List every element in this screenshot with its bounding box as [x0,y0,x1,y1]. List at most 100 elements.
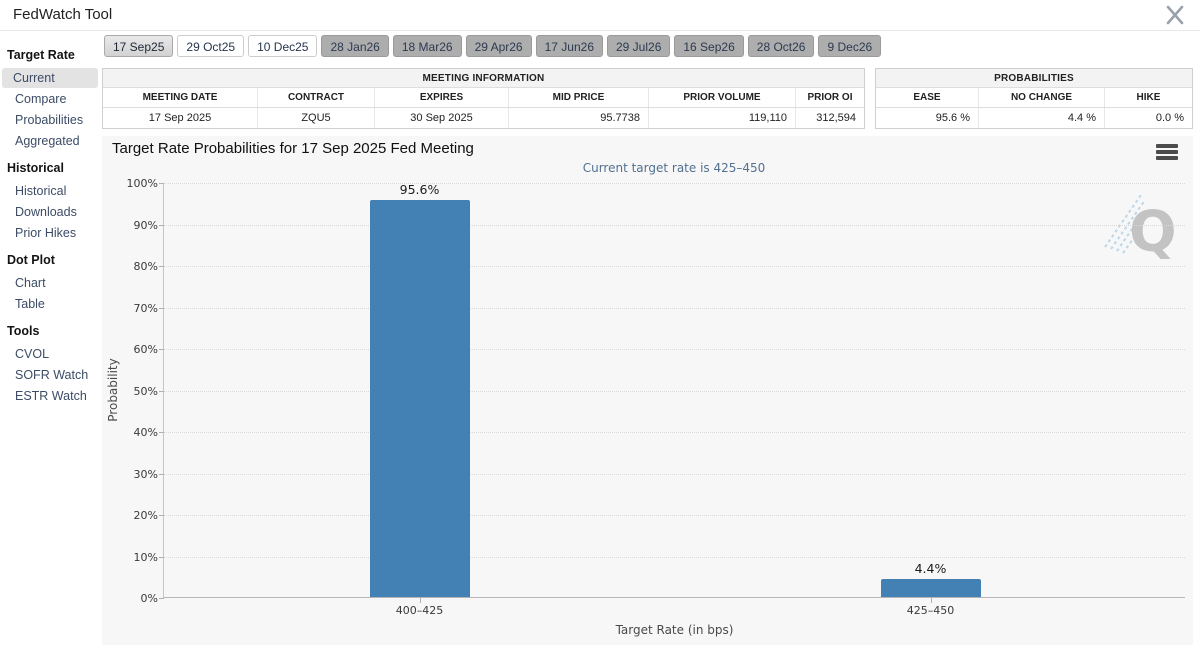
tab-29-oct25[interactable]: 29 Oct25 [177,35,245,57]
y-tick-label: 100% [126,177,158,190]
y-tick-mark [159,183,164,184]
gridline-20 [164,515,1185,516]
y-tick-label: 50% [133,384,158,398]
bar-425-450[interactable] [880,578,981,597]
x-tick-label: 400–425 [395,604,444,617]
meeting-date-tabs: 17 Sep25 29 Oct25 10 Dec25 28 Jan26 18 Mar26… [104,35,882,57]
tab-16-sep26[interactable]: 16 Sep26 [674,35,744,57]
sidebar-item-historical[interactable]: Historical [15,184,67,198]
column-header-contract: CONTRACT [257,88,374,107]
table-header-row: EASE NO CHANGE HIKE [876,88,1192,108]
y-tick-mark [159,598,164,599]
column-header-prior-volume: PRIOR VOLUME [648,88,795,107]
bar-400-425[interactable] [369,200,470,597]
sidebar-item-aggregated[interactable]: Aggregated [15,134,80,148]
bar-value-label: 95.6% [399,182,440,198]
hamburger-menu-icon[interactable] [1156,144,1178,162]
tab-18-mar26[interactable]: 18 Mar26 [392,35,462,57]
sidebar-section-dot-plot: Dot Plot Chart Table [0,244,101,314]
tab-29-jul26[interactable]: 29 Jul26 [607,35,671,57]
sidebar-item-compare[interactable]: Compare [15,92,67,106]
cell-no-change: 4.4 % [978,108,1104,128]
x-tick-mark [930,598,932,603]
y-tick-label: 20% [133,509,158,522]
y-tick-mark [159,266,164,267]
y-tick-mark [159,390,164,392]
y-tick-mark [159,473,164,475]
y-tick-mark [159,224,164,226]
sidebar-item-table[interactable]: Table [15,297,45,311]
sidebar-item-downloads[interactable]: Downloads [15,205,77,219]
sidebar-item-current[interactable]: Current [2,68,98,88]
sidebar-item-estr-watch[interactable]: ESTR Watch [15,389,87,403]
table-header-row: MEETING DATE CONTRACT EXPIRES MID PRICE PRIO… [103,88,864,108]
meeting-information-table: MEETING INFORMATION MEETING DATE CONTRACT E… [102,68,865,129]
cell-hike: 0.0 % [1104,108,1192,128]
y-tick-mark [159,556,164,558]
cell-expires: 30 Sep 2025 [374,108,508,128]
y-tick-mark [159,349,164,350]
window-header: FedWatch Tool [0,0,1200,31]
cell-prior-oi: 312,594 [795,108,864,128]
y-tick-label: 40% [133,426,158,439]
gridline-90 [164,224,1185,226]
x-tick-mark [419,598,421,603]
tab-29-apr26[interactable]: 29 Apr26 [465,35,532,57]
gridline-60 [164,349,1185,350]
x-axis-title: Target Rate (in bps) [615,623,734,637]
y-tick-label: 60% [133,343,158,356]
tab-17-jun26[interactable]: 17 Jun26 [535,35,603,57]
cell-prior-volume: 119,110 [648,108,795,128]
gridline-80 [164,266,1185,267]
gridline-10 [164,556,1185,558]
column-header-hike: HIKE [1104,88,1192,107]
table-title: PROBABILITIES [876,69,1192,88]
tab-10-dec25[interactable]: 10 Dec25 [248,35,318,57]
cell-ease: 95.6 % [935,112,970,124]
table-title: MEETING INFORMATION [103,69,864,88]
chart-subtitle: Current target rate is 425–450 [582,161,766,175]
y-tick-label: 0% [140,592,158,605]
cell-meeting-date: 17 Sep 2025 [148,112,212,124]
sidebar-section-title: Dot Plot [7,253,55,267]
close-icon[interactable] [1164,4,1186,26]
y-tick-label: 30% [133,467,158,481]
y-tick-label: 90% [133,218,158,232]
sidebar-item-probabilities[interactable]: Probabilities [15,113,84,127]
y-tick-label: 10% [133,550,158,564]
probabilities-table: PROBABILITIES EASE NO CHANGE HIKE 95.6 % 4.4 … [875,68,1193,129]
gridline-40 [164,432,1185,433]
cell-mid-price: 95.7738 [508,108,648,128]
sidebar-nav: Target Rate Current Compare Probabilities Ag… [0,31,101,407]
sidebar-section-title: Historical [7,161,64,175]
gridline-30 [164,473,1185,475]
sidebar-item-cvol[interactable]: CVOL [15,347,50,361]
table-data-row: 17 Sep 2025 ZQU5 30 Sep 2025 95.7738 119,110… [103,108,864,128]
sidebar-section-tools: Tools CVOL SOFR Watch ESTR Watch [0,315,101,406]
cell-contract: ZQU5 [257,108,374,128]
gridline-50 [164,390,1185,392]
column-header-expires: EXPIRES [374,88,508,107]
chart-title: Target Rate Probabilities for 17 Sep 202… [112,140,474,157]
y-tick-mark [159,515,164,516]
column-header-mid-price: MID PRICE [508,88,648,107]
tab-9-dec26[interactable]: 9 Dec26 [818,35,882,57]
sidebar-section-historical: Historical Historical Downloads Prior Hikes [0,152,101,243]
probability-chart-panel: Target Rate Probabilities for 17 Sep 202… [102,136,1193,645]
sidebar-item-chart[interactable]: Chart [15,276,46,290]
gridline-70 [164,307,1185,309]
tab-17-sep25[interactable]: 17 Sep25 [104,35,174,57]
y-tick-label: 70% [133,301,158,315]
page-title: FedWatch Tool [13,6,113,23]
sidebar-item-sofr-watch[interactable]: SOFR Watch [15,368,89,382]
sidebar-section-title: Tools [7,324,40,338]
svg-text:Q: Q [1129,200,1177,263]
bar-chart-plot-area: Probability Target Rate (in bps) Q 0% 10%… [106,177,1185,637]
tab-28-oct26[interactable]: 28 Oct26 [747,35,815,57]
sidebar-item-prior-hikes[interactable]: Prior Hikes [15,226,77,240]
column-header-no-change: NO CHANGE [978,88,1104,107]
column-header-meeting-date: MEETING DATE [142,92,218,103]
table-data-row: 95.6 % 4.4 % 0.0 % [876,108,1192,128]
tab-28-jan26[interactable]: 28 Jan26 [321,35,389,57]
sidebar-section-target-rate: Target Rate Current Compare Probabilities Ag… [0,39,101,151]
